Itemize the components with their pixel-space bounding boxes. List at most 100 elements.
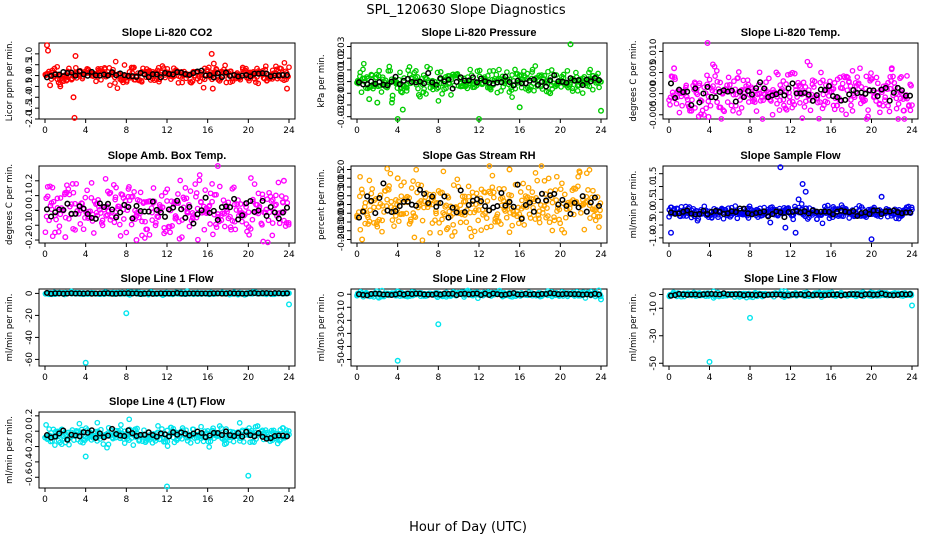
data-point <box>374 223 381 230</box>
data-point <box>212 221 219 228</box>
data-point <box>784 71 791 78</box>
data-point <box>398 182 404 189</box>
data-point <box>517 189 524 195</box>
y-tick-label: -0.15 <box>337 219 347 242</box>
outlier-point <box>476 115 483 122</box>
data-point <box>712 73 718 79</box>
mean-point <box>862 90 869 97</box>
data-point <box>423 91 429 97</box>
x-tick-label: 16 <box>202 250 214 260</box>
data-point <box>397 69 403 76</box>
data-point <box>711 63 718 70</box>
data-point <box>155 214 162 221</box>
mean-point <box>364 81 371 88</box>
data-point <box>102 175 109 182</box>
data-point <box>839 80 846 87</box>
outlier-point <box>214 162 221 169</box>
data-point <box>725 74 732 81</box>
data-point <box>520 180 527 187</box>
data-point <box>401 179 407 186</box>
data-point <box>802 84 809 90</box>
data-point <box>198 423 204 430</box>
data-point <box>519 197 525 204</box>
data-point <box>164 186 171 193</box>
data-point <box>759 116 766 122</box>
data-point <box>488 223 494 230</box>
outlier-point <box>909 302 916 309</box>
data-point <box>69 181 76 187</box>
data-point <box>704 81 710 88</box>
x-tick-label: 8 <box>123 126 129 136</box>
mean-point <box>161 213 169 220</box>
data-point <box>450 182 457 188</box>
data-point <box>275 179 282 186</box>
data-point <box>710 83 716 89</box>
data-point <box>907 107 914 114</box>
mean-point <box>563 79 570 86</box>
data-point <box>586 83 593 90</box>
data-point <box>406 64 413 70</box>
data-point <box>705 98 712 105</box>
y-tick-label: 0 <box>25 290 35 296</box>
data-point <box>410 210 417 216</box>
outlier-point <box>792 229 799 236</box>
outlier-point <box>767 219 774 226</box>
data-point <box>70 189 77 196</box>
plot-frame <box>662 165 919 244</box>
mean-point <box>538 190 546 197</box>
x-tick-label: 4 <box>83 250 89 260</box>
mean-point <box>789 80 796 87</box>
data-point <box>735 74 741 81</box>
mean-point <box>575 77 582 84</box>
data-point <box>473 190 480 197</box>
data-point <box>468 233 475 240</box>
mean-point <box>748 91 756 98</box>
data-point <box>472 207 479 213</box>
data-point <box>410 178 416 184</box>
data-point <box>192 181 199 187</box>
outlier-point <box>394 357 401 364</box>
data-point <box>193 214 200 221</box>
outlier-point <box>394 115 401 122</box>
data-point <box>714 78 721 85</box>
mean-point <box>425 199 432 207</box>
data-point <box>391 223 397 229</box>
mean-point <box>736 88 743 95</box>
data-point <box>94 419 101 426</box>
plot-frame <box>662 288 919 367</box>
data-point <box>206 64 212 71</box>
mean-point <box>153 71 160 78</box>
data-point <box>72 227 78 233</box>
data-point <box>123 229 130 236</box>
mean-point <box>551 190 558 197</box>
mean-point <box>157 74 164 81</box>
y-tick-label: 1.5 <box>649 167 659 181</box>
data-point <box>359 190 366 196</box>
x-tick-label: 20 <box>866 250 878 260</box>
data-point <box>892 84 898 91</box>
mean-point <box>700 90 707 97</box>
data-point <box>80 226 87 233</box>
data-point <box>498 221 504 227</box>
data-point <box>579 90 586 96</box>
y-axis-label: ml/min per min. <box>5 416 15 484</box>
mean-point <box>437 199 444 207</box>
data-point <box>232 226 239 233</box>
x-tick-label: 16 <box>202 126 214 136</box>
outlier-point <box>782 224 789 231</box>
data-point <box>493 71 500 78</box>
y-tick-label: 0.5 <box>649 192 659 206</box>
y-tick-label: 0.00 <box>337 71 347 91</box>
panel-title: Slope Gas Stream RH <box>422 150 535 162</box>
mean-point <box>473 79 481 86</box>
panel-title: Slope Line 3 Flow <box>744 273 837 285</box>
data-point <box>153 219 159 226</box>
data-point <box>439 90 445 97</box>
data-point <box>158 193 165 199</box>
mean-point <box>753 85 760 92</box>
x-tick-label: 16 <box>202 495 214 505</box>
data-point <box>419 217 426 224</box>
data-point <box>357 173 363 180</box>
mean-point <box>785 85 792 92</box>
data-point <box>457 202 464 209</box>
